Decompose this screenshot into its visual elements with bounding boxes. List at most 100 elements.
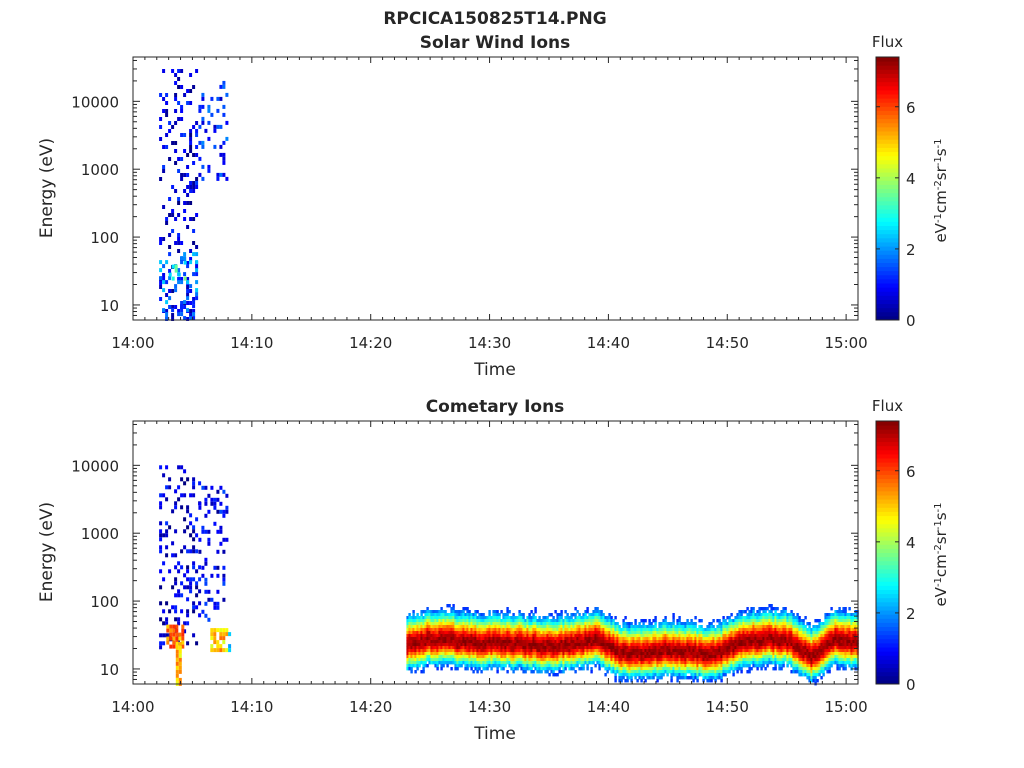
heatmap-cell — [658, 673, 661, 677]
heatmap-cell — [434, 610, 437, 614]
heatmap-cell — [534, 637, 537, 641]
heatmap-cell — [776, 607, 779, 611]
heatmap-cell — [554, 637, 557, 641]
heatmap-cell — [450, 652, 453, 656]
heatmap-cell — [558, 619, 561, 623]
heatmap-cell — [408, 643, 411, 647]
heatmap-cell — [734, 625, 737, 629]
heatmap-cell — [512, 670, 515, 674]
heatmap-cell — [474, 619, 477, 623]
heatmap-cell — [602, 646, 605, 650]
heatmap-cell — [820, 631, 823, 635]
heatmap-cell — [668, 622, 671, 626]
heatmap-cell — [225, 505, 229, 510]
heatmap-cell — [458, 643, 461, 647]
heatmap-cell — [754, 652, 757, 656]
heatmap-cell — [213, 124, 217, 129]
heatmap-cell — [426, 616, 429, 620]
heatmap-cell — [684, 640, 687, 644]
heatmap-cell — [690, 655, 693, 659]
heatmap-cell — [530, 616, 533, 620]
heatmap-cell — [512, 664, 515, 668]
heatmap-cell — [440, 610, 443, 614]
heatmap-cell — [662, 655, 665, 659]
heatmap-cell — [580, 640, 583, 644]
heatmap-cell — [780, 628, 783, 632]
heatmap-cell — [510, 646, 513, 650]
panel-title: Solar Wind Ions — [420, 33, 571, 53]
heatmap-cell — [812, 628, 815, 632]
heatmap-cell — [570, 646, 573, 650]
heatmap-cell — [764, 667, 767, 671]
heatmap-cell — [548, 619, 551, 623]
heatmap-cell — [790, 655, 793, 659]
heatmap-cell — [181, 628, 185, 633]
heatmap-cell — [628, 658, 631, 662]
heatmap-cell — [748, 667, 751, 671]
heatmap-cell — [776, 658, 779, 662]
heatmap-cell — [760, 649, 763, 653]
heatmap-cell — [618, 649, 621, 653]
heatmap-cell — [192, 577, 196, 582]
heatmap-cell — [420, 670, 423, 674]
heatmap-cell — [604, 667, 607, 671]
heatmap-cell — [604, 646, 607, 650]
heatmap-cell — [524, 652, 527, 656]
heatmap-cell — [177, 101, 181, 105]
heatmap-cell — [462, 622, 465, 626]
heatmap-cell — [836, 646, 839, 650]
colorbar-step — [876, 151, 899, 157]
heatmap-cell — [186, 509, 190, 514]
heatmap-cell — [776, 661, 779, 665]
heatmap-cell — [652, 625, 655, 629]
heatmap-cell — [714, 634, 717, 638]
heatmap-cell — [756, 616, 759, 620]
heatmap-cell — [650, 649, 653, 653]
plot-area — [132, 56, 859, 321]
heatmap-cell — [178, 665, 182, 670]
heatmap-cell — [183, 209, 187, 213]
heatmap-cell — [183, 481, 187, 486]
heatmap-cell — [568, 664, 571, 668]
heatmap-cell — [216, 589, 220, 594]
heatmap-cell — [434, 649, 437, 653]
heatmap-cell — [574, 658, 577, 662]
heatmap-cell — [794, 670, 797, 674]
heatmap-cell — [720, 670, 723, 674]
heatmap-cell — [600, 637, 603, 641]
heatmap-cell — [518, 649, 521, 653]
heatmap-cell — [186, 89, 190, 93]
heatmap-cell — [174, 264, 178, 269]
heatmap-cell — [740, 667, 743, 671]
heatmap-cell — [177, 69, 181, 73]
heatmap-cell — [698, 661, 701, 665]
heatmap-cell — [810, 676, 813, 680]
heatmap-cell — [802, 634, 805, 638]
heatmap-cell — [738, 619, 741, 623]
heatmap-cell — [702, 643, 705, 647]
heatmap-cell — [171, 308, 175, 313]
heatmap-cell — [225, 537, 229, 542]
heatmap-cell — [610, 631, 613, 635]
heatmap-cell — [780, 643, 783, 647]
heatmap-cell — [662, 646, 665, 650]
heatmap-cell — [554, 664, 557, 668]
heatmap-cell — [570, 667, 573, 671]
heatmap-cell — [758, 646, 761, 650]
heatmap-cell — [436, 643, 439, 647]
heatmap-cell — [412, 613, 415, 617]
heatmap-cell — [786, 643, 789, 647]
heatmap-cell — [180, 465, 184, 470]
heatmap-cell — [468, 643, 471, 647]
heatmap-cell — [514, 631, 517, 635]
heatmap-cell — [826, 658, 829, 662]
heatmap-cell — [452, 643, 455, 647]
heatmap-cell — [213, 648, 217, 653]
heatmap-cell — [530, 658, 533, 662]
heatmap-cell — [508, 664, 511, 668]
heatmap-cell — [780, 652, 783, 656]
heatmap-cell — [165, 465, 169, 470]
heatmap-cell — [225, 493, 229, 498]
heatmap-cell — [672, 646, 675, 650]
heatmap-cell — [508, 655, 511, 659]
